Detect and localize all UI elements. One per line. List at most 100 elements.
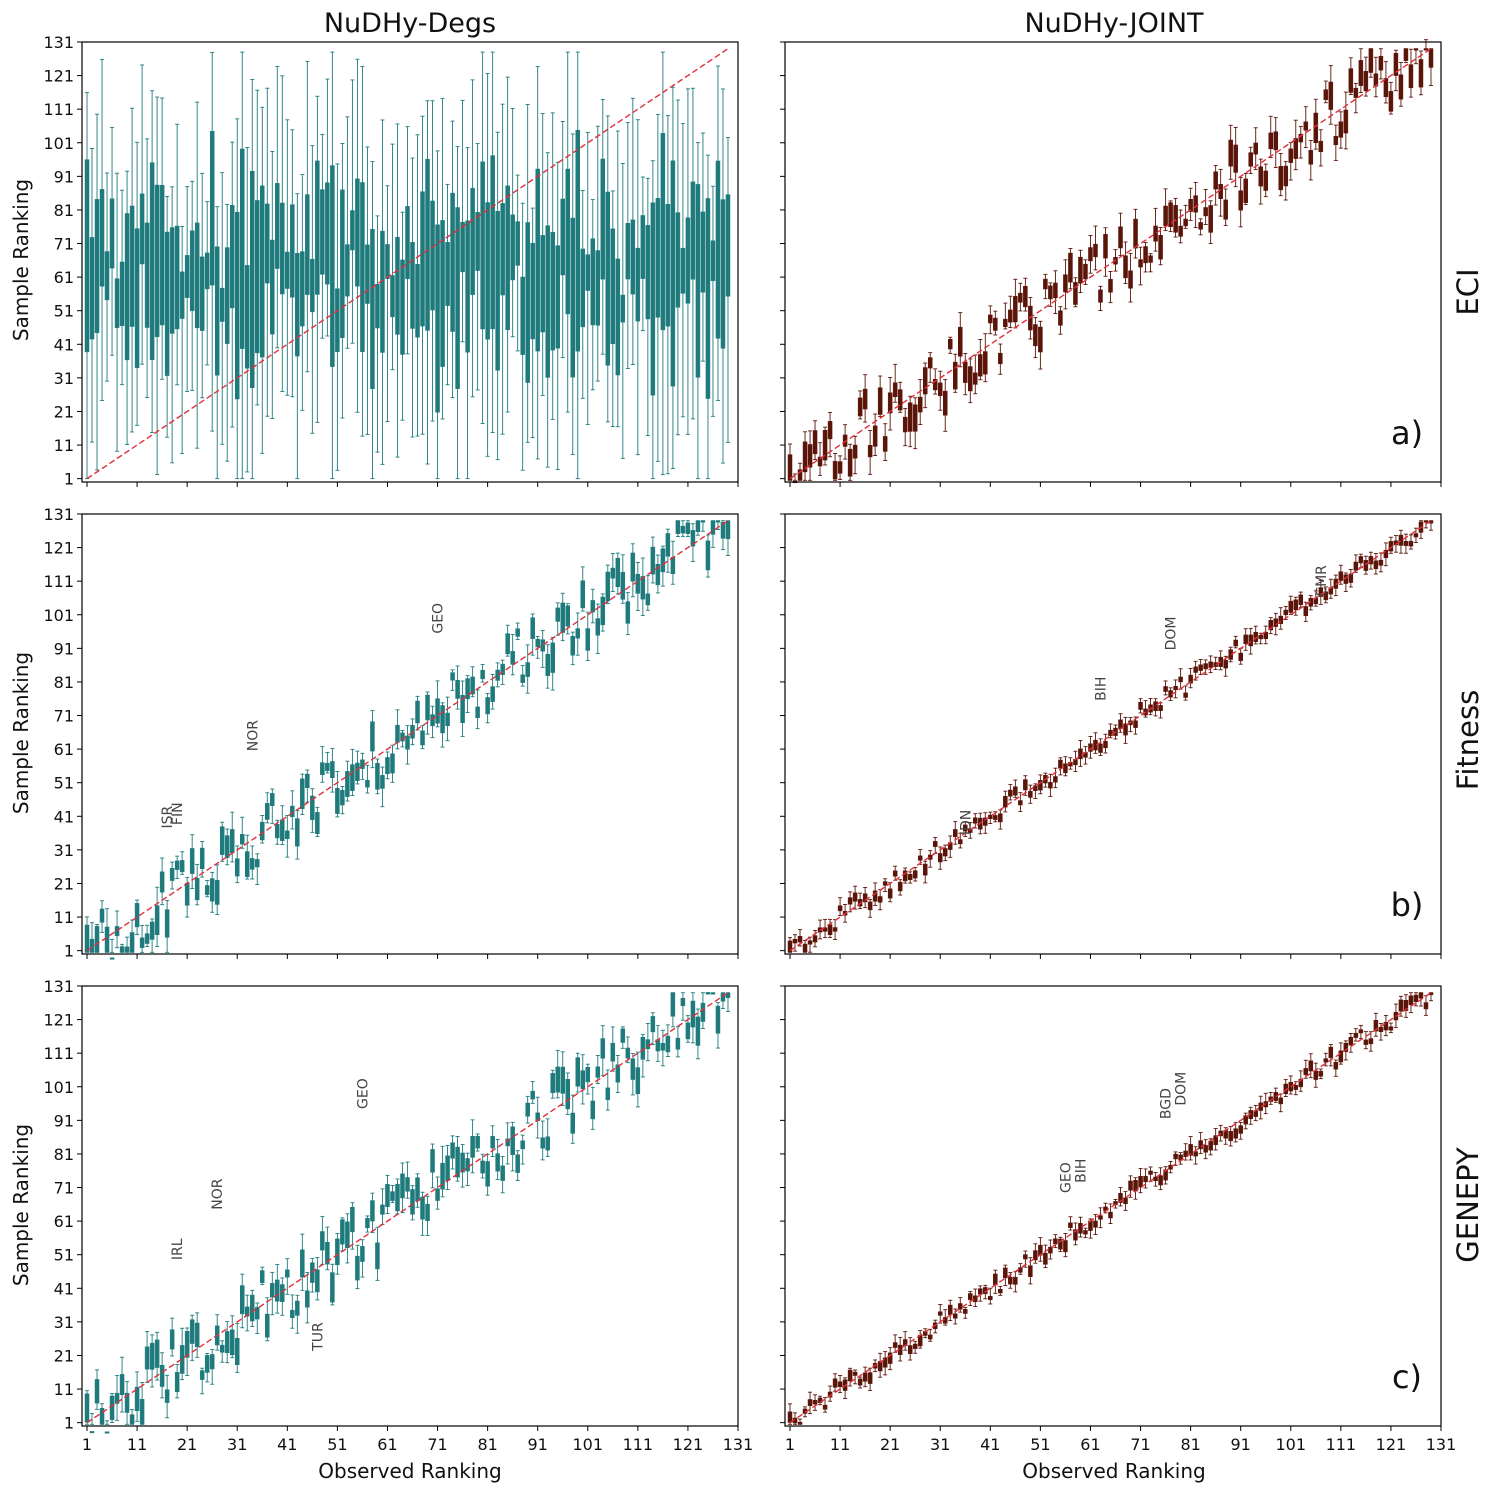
box [963, 361, 968, 383]
box [159, 1364, 165, 1387]
diagonal-reference-line [789, 48, 1432, 480]
box [575, 129, 581, 352]
box [450, 672, 455, 681]
box [1313, 112, 1319, 143]
box [169, 1329, 175, 1350]
country-annotation: BGD [1159, 1088, 1175, 1119]
box [470, 187, 475, 295]
box [822, 1404, 828, 1410]
x-tick-label: 41 [277, 1435, 297, 1454]
box [1413, 533, 1419, 538]
box [1203, 1145, 1208, 1153]
box [219, 287, 225, 322]
box [1168, 1164, 1173, 1170]
box [1123, 723, 1128, 736]
box [1168, 202, 1173, 228]
box [1033, 1250, 1038, 1261]
box [1078, 256, 1083, 284]
box [1208, 1140, 1213, 1151]
box [350, 1206, 355, 1233]
box [340, 189, 345, 338]
box [1143, 246, 1148, 264]
box [184, 1331, 190, 1358]
box [255, 859, 260, 868]
box [134, 228, 140, 368]
box [1238, 190, 1243, 211]
box [882, 436, 888, 452]
box [832, 461, 838, 480]
box [1098, 289, 1103, 303]
box [1108, 278, 1113, 293]
box [953, 829, 958, 838]
box [1128, 270, 1133, 289]
box [1108, 1211, 1113, 1219]
box [625, 1047, 631, 1059]
box [189, 1319, 195, 1344]
box [625, 223, 631, 280]
box [867, 1372, 873, 1384]
box [450, 192, 455, 332]
box [1308, 150, 1314, 165]
box [1233, 1128, 1238, 1139]
box [600, 596, 606, 626]
box [1398, 999, 1404, 1012]
y-tick-label: 21 [54, 874, 74, 893]
box [1043, 1252, 1048, 1265]
x-tick-label: 101 [572, 1435, 603, 1454]
box [380, 230, 385, 353]
box [134, 903, 140, 928]
box [1413, 48, 1419, 51]
box [1343, 109, 1349, 134]
box [650, 202, 656, 396]
box [605, 1087, 611, 1101]
box [1198, 1140, 1203, 1150]
box [827, 924, 833, 935]
panel-fitness-degs: 1112131415161718191101111121131ISRFINNOR… [43, 505, 739, 961]
box [480, 1160, 485, 1174]
box [827, 421, 833, 440]
box [270, 793, 275, 806]
box [425, 158, 430, 331]
box [1173, 686, 1178, 691]
country-annotation: CMR [1314, 565, 1330, 597]
box [565, 1079, 570, 1110]
box [139, 1399, 145, 1425]
box [575, 628, 581, 639]
x-tick-label: 61 [377, 1435, 397, 1454]
x-tick-label: 111 [1326, 1435, 1357, 1454]
box [1108, 729, 1113, 737]
box [1248, 634, 1253, 647]
box [545, 1136, 550, 1151]
box [1338, 121, 1344, 138]
box [837, 1381, 843, 1388]
box [720, 993, 726, 1002]
box [280, 202, 285, 295]
box [998, 352, 1003, 365]
box [445, 242, 450, 306]
box [670, 160, 676, 387]
box [450, 1142, 455, 1159]
box [570, 1112, 575, 1134]
box [1298, 1078, 1304, 1088]
box [370, 229, 375, 390]
y-tick-label: 11 [54, 1380, 74, 1399]
box [520, 276, 525, 355]
box [937, 382, 943, 397]
box [340, 789, 345, 806]
box [345, 244, 350, 297]
box [580, 248, 586, 328]
box [300, 778, 305, 810]
box [963, 824, 968, 832]
box [580, 580, 586, 609]
box [1213, 1135, 1218, 1145]
box [1003, 795, 1008, 808]
box [685, 522, 691, 534]
box [1013, 296, 1018, 323]
box [365, 244, 370, 304]
box [265, 1313, 270, 1338]
box [485, 202, 490, 340]
box [1248, 152, 1253, 167]
box [1078, 1223, 1083, 1234]
box [94, 1379, 100, 1404]
box [675, 520, 681, 534]
